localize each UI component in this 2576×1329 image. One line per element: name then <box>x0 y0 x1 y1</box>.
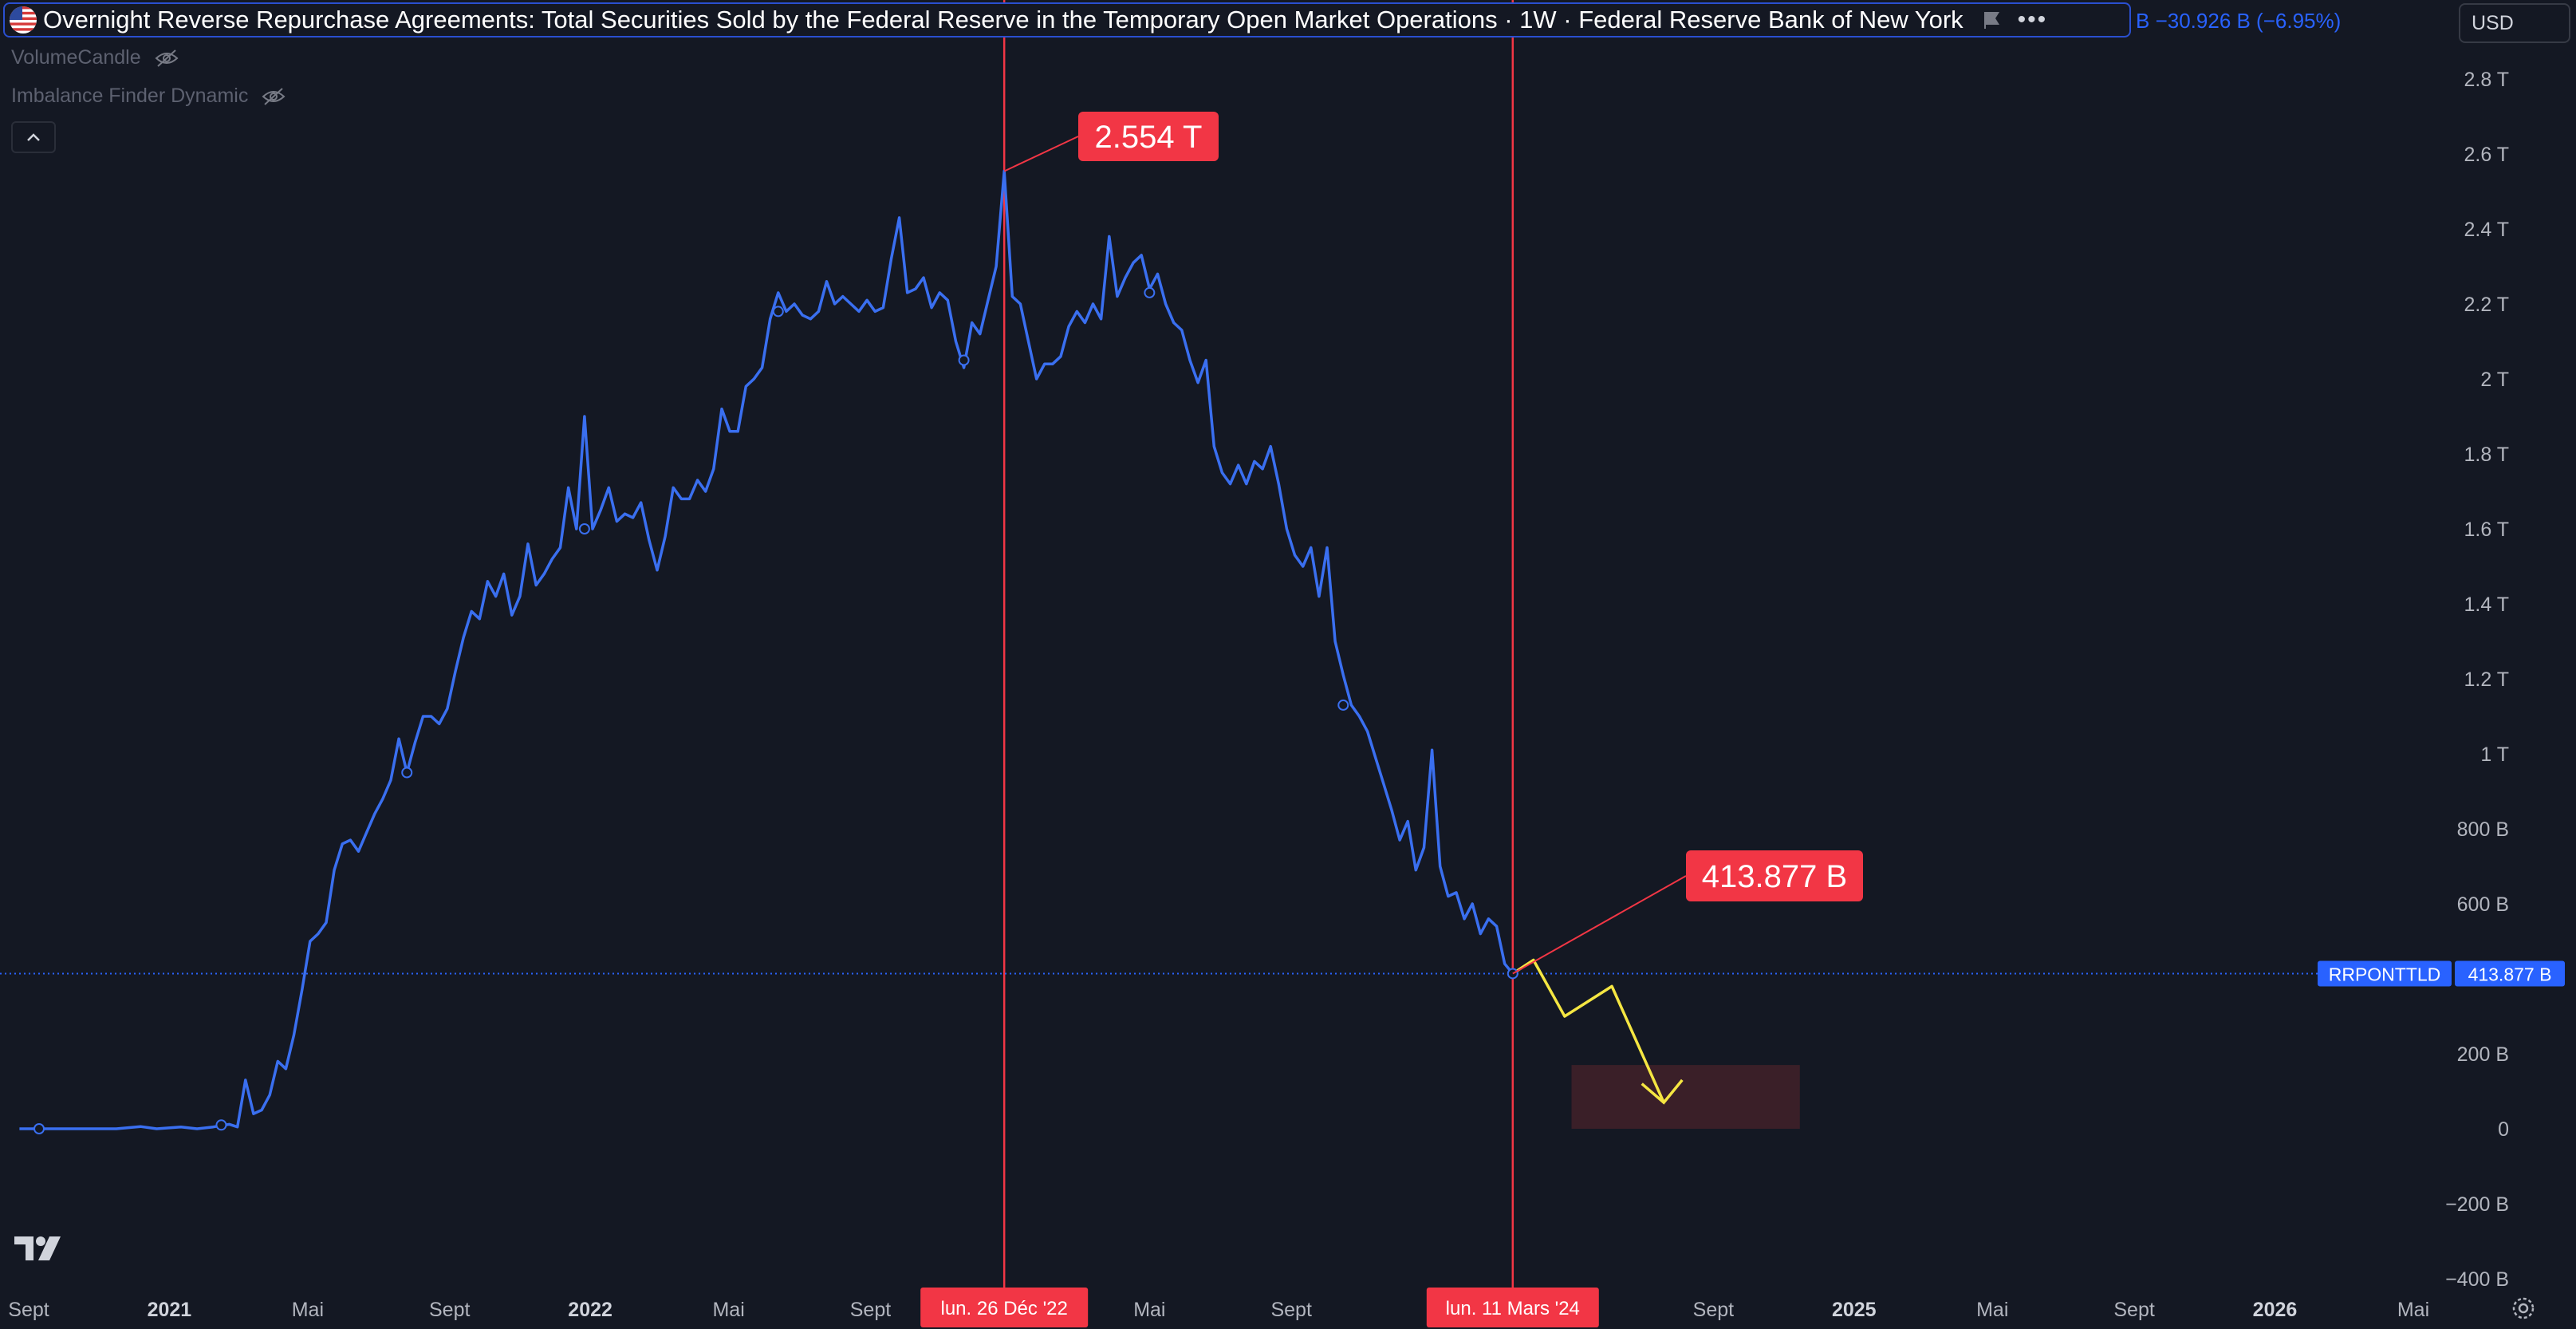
series-marker-circle <box>215 1119 227 1131</box>
y-tick-label: −200 B <box>2445 1193 2509 1216</box>
eye-off-icon[interactable] <box>154 48 179 69</box>
marker-date-label-bg <box>920 1288 1089 1327</box>
us-flag-icon <box>10 6 37 34</box>
currency-selector[interactable]: USD <box>2459 3 2570 43</box>
x-tick-label: Sept <box>2113 1299 2154 1321</box>
price-change: B −30.926 B (−6.95%) <box>2136 9 2342 33</box>
symbol-tag: RRPONTTLD <box>2329 964 2441 984</box>
x-tick-label: Sept <box>850 1299 891 1321</box>
flag-mark-icon[interactable] <box>1981 9 2003 31</box>
symbol-header[interactable]: Overnight Reverse Repurchase Agreements:… <box>3 2 2131 37</box>
x-tick-label: Sept <box>8 1299 49 1321</box>
x-tick-label: Sept <box>429 1299 470 1321</box>
y-tick-label: 1.8 T <box>2464 444 2509 466</box>
y-tick-label: 800 B <box>2457 818 2509 841</box>
y-tick-label: −400 B <box>2445 1268 2509 1291</box>
y-tick-label: 2.2 T <box>2464 294 2509 316</box>
callout-leader-line <box>1003 136 1079 172</box>
indicator-label: VolumeCandle <box>11 46 141 69</box>
x-tick-label: Mai <box>292 1299 324 1321</box>
target-zone-rect <box>1571 1065 1800 1129</box>
marker-date-label: lun. 26 Déc '22 <box>941 1298 1068 1319</box>
callout-box[interactable] <box>1078 112 1219 161</box>
x-tick-label: 2022 <box>568 1299 612 1321</box>
chart-title: Overnight Reverse Repurchase Agreements:… <box>43 6 1964 34</box>
y-tick-label: 0 <box>2498 1118 2509 1141</box>
y-tick-label: 2.4 T <box>2464 219 2509 241</box>
y-tick-label: 1 T <box>2480 743 2509 766</box>
y-tick-label: 1.4 T <box>2464 594 2509 616</box>
x-tick-label: 2026 <box>2253 1299 2298 1321</box>
y-tick-label: 1.6 T <box>2464 519 2509 541</box>
x-tick-label: Mai <box>712 1299 744 1321</box>
tradingview-logo-icon[interactable] <box>14 1235 64 1264</box>
series-marker-circle <box>401 767 413 779</box>
callout-label: 413.877 B <box>1702 859 1847 894</box>
eye-off-icon[interactable] <box>261 86 286 107</box>
y-tick-label: 2.8 T <box>2464 69 2509 91</box>
y-tick-label: 200 B <box>2457 1043 2509 1066</box>
indicator-label: Imbalance Finder Dynamic <box>11 85 249 107</box>
gear-icon[interactable] <box>2509 1294 2538 1323</box>
x-tick-label: Sept <box>1270 1299 1311 1321</box>
marker-date-label: lun. 11 Mars '24 <box>1446 1298 1580 1319</box>
series-line[interactable] <box>19 169 1514 1130</box>
series-marker-circle <box>33 1123 45 1134</box>
series-marker-circle <box>1144 286 1156 298</box>
x-tick-label: 2025 <box>1832 1299 1877 1321</box>
projection-arrowhead <box>1641 1079 1684 1105</box>
series-marker-circle <box>772 306 784 317</box>
callout-label: 2.554 T <box>1095 120 1203 155</box>
more-options-button[interactable]: ••• <box>2017 6 2048 33</box>
y-tick-label: 600 B <box>2457 893 2509 916</box>
collapse-indicators-button[interactable] <box>11 121 56 153</box>
y-tick-label: 1.2 T <box>2464 668 2509 691</box>
series-marker-circle <box>1337 699 1349 711</box>
marker-date-label-bg <box>1426 1288 1599 1327</box>
callout-leader-line <box>1512 875 1687 975</box>
chevron-up-icon <box>27 133 40 141</box>
indicator-imbalance-finder[interactable]: Imbalance Finder Dynamic <box>11 85 286 108</box>
y-tick-label: 2.6 T <box>2464 144 2509 166</box>
x-tick-label: Sept <box>1693 1299 1734 1321</box>
symbol-tag-bg <box>2318 960 2452 987</box>
indicator-volumecandle[interactable]: VolumeCandle <box>11 46 179 69</box>
x-tick-label: 2021 <box>148 1299 192 1321</box>
series-marker-circle <box>578 523 590 534</box>
callout-box[interactable] <box>1686 850 1863 901</box>
series-marker-circle <box>958 354 970 366</box>
x-tick-label: Mai <box>1976 1299 2008 1321</box>
price-tag-bg <box>2455 960 2565 987</box>
x-tick-label: Mai <box>2397 1299 2429 1321</box>
y-tick-label: 2 T <box>2480 369 2509 391</box>
price-tag: 413.877 B <box>2468 964 2552 984</box>
x-tick-label: Mai <box>1133 1299 1165 1321</box>
projection-path[interactable] <box>1511 958 1665 1103</box>
